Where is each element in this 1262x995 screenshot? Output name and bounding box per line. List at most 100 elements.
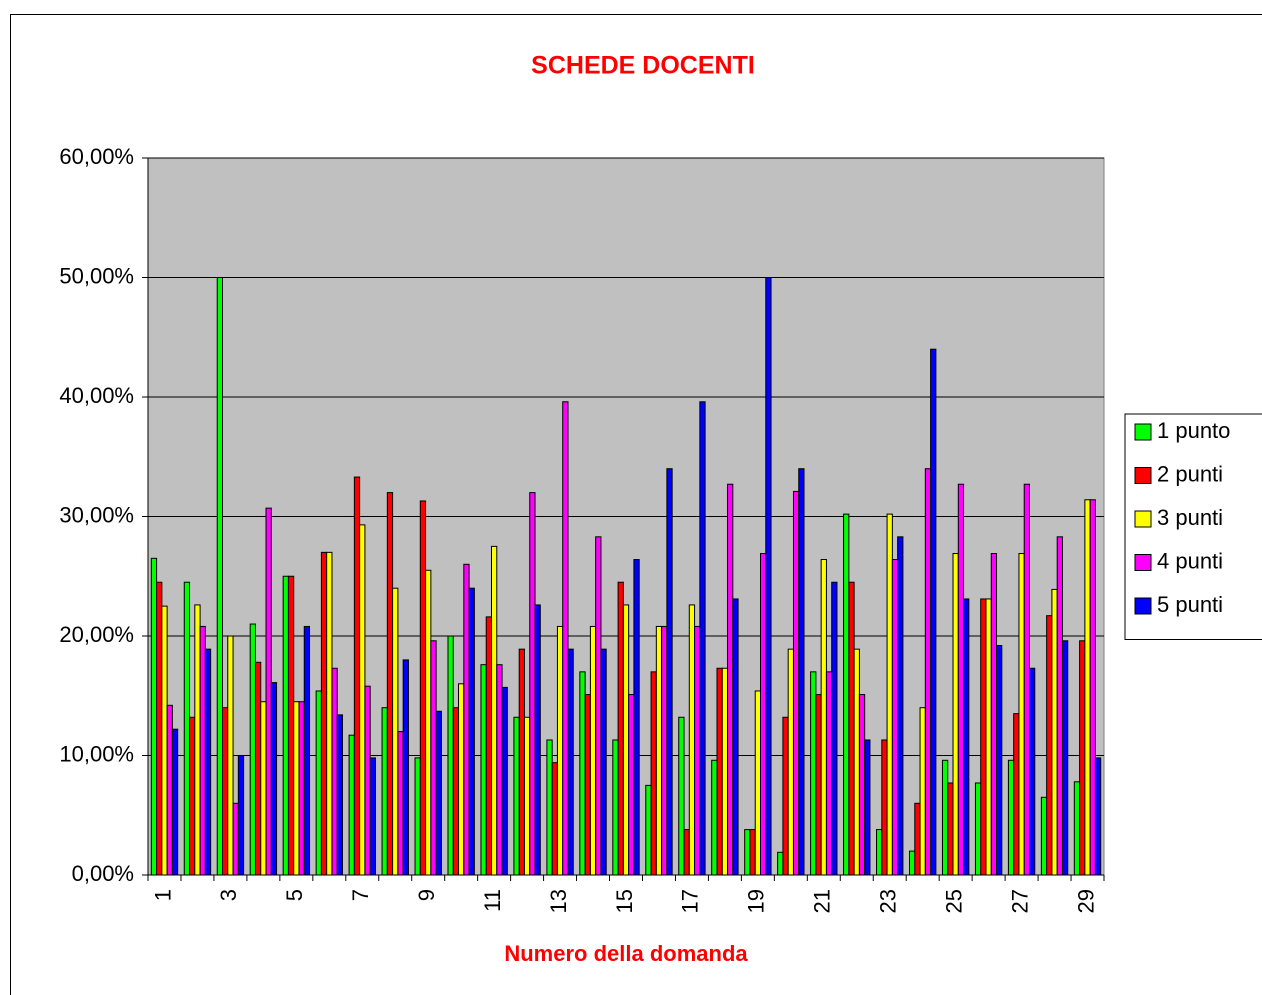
bar [930,348,937,876]
bar [886,513,893,876]
bar [1089,499,1096,876]
legend-swatch [1134,597,1152,615]
bar [617,581,624,876]
bar [744,829,751,876]
bar [491,545,498,876]
bar [249,623,256,876]
bar [716,667,723,876]
bar [661,625,668,876]
bar [222,707,229,876]
bar [1018,553,1025,876]
y-tick-label: 0,00% [72,861,134,886]
bar [513,716,520,876]
bar [518,648,525,876]
bar [270,682,278,876]
bar [1051,588,1058,876]
bar [529,492,536,876]
bar [759,553,767,876]
bar [628,694,635,876]
bar [265,507,272,876]
x-tick-label: 25 [941,889,966,913]
bar [386,492,394,876]
bar [523,716,531,876]
bar [584,694,591,876]
bar [501,686,508,876]
bar [688,604,696,876]
bar [463,563,470,876]
bar [820,559,827,876]
x-tick-label: 15 [612,889,637,913]
bar [990,553,998,876]
bar [798,468,805,876]
bar [161,605,168,876]
bar [683,829,690,876]
bar [556,625,564,876]
bar [1079,640,1086,876]
bar [1061,640,1069,876]
bar [298,701,305,876]
x-tick-label: 5 [282,889,307,901]
bar [622,604,630,876]
bar [397,731,404,876]
bar [612,739,619,876]
bar [678,716,685,876]
bar [336,714,343,876]
bar [447,635,454,876]
bar [402,659,409,876]
bar [189,716,196,876]
bar [320,551,328,876]
bar [864,739,871,876]
x-tick-label: 17 [678,889,703,913]
bar [458,683,465,876]
bar [1023,483,1030,876]
bar [858,694,866,876]
legend-swatch [1134,554,1152,571]
bar [1040,796,1048,876]
legend-swatch [1134,423,1152,441]
bar [957,483,965,876]
bar [1028,667,1036,876]
bar [600,648,607,876]
bar [392,587,399,876]
bar [825,671,833,876]
bar [985,598,992,876]
bar [254,661,262,876]
bar [963,598,970,876]
bar [150,557,158,876]
bar [897,536,904,876]
x-tick-label: 11 [480,889,505,912]
bar [941,759,949,876]
bar [282,575,289,876]
bar [381,707,388,876]
legend-label: 1 punto [1157,418,1230,443]
bar [694,625,701,876]
bar [699,401,706,876]
bar [485,616,493,876]
bar [650,671,657,876]
bar [331,667,338,876]
bar [216,277,224,876]
x-tick-label: 23 [876,889,901,913]
bar [633,559,640,876]
bar [562,401,569,876]
bar [1084,499,1091,876]
bar [496,664,503,876]
bar [452,707,460,876]
bar [171,728,179,876]
legend-label: 2 punti [1157,461,1223,486]
x-tick-label: 7 [348,889,373,901]
legend-label: 4 punti [1157,548,1223,573]
x-tick-label: 29 [1073,889,1098,913]
bar [891,559,899,876]
bar [645,784,652,876]
bar [293,701,300,876]
legend-label: 5 punti [1157,592,1223,617]
legend-label: 3 punti [1157,505,1223,530]
bar [754,690,761,876]
x-tick-label: 3 [216,889,241,901]
bar [546,739,553,876]
bar [589,625,597,876]
bar [237,755,245,876]
bar [727,483,734,876]
bar [831,581,838,876]
